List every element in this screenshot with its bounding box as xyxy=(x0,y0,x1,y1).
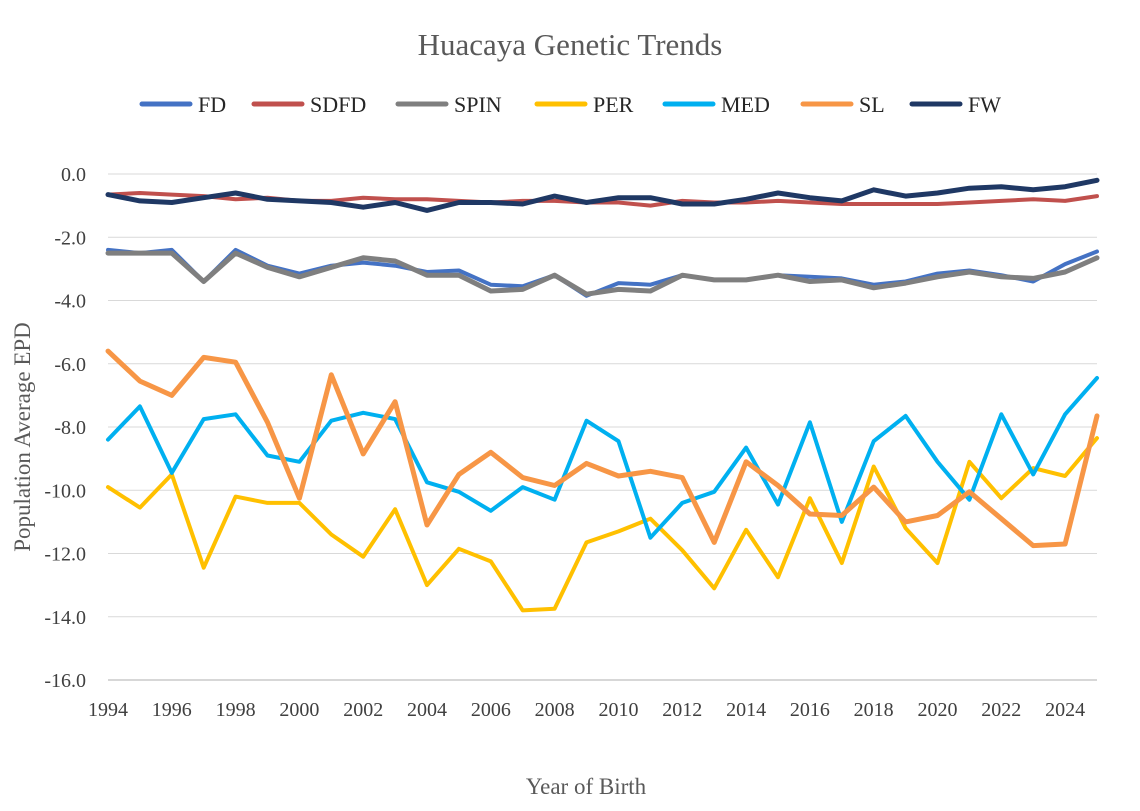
legend: FD SDFD SPIN PER MED SL FW xyxy=(139,92,1001,117)
x-tick-label: 2008 xyxy=(535,699,575,721)
y-tick-label: -4.0 xyxy=(54,291,86,313)
legend-label-sl: SL xyxy=(859,92,885,117)
legend-label-fw: FW xyxy=(968,92,1001,117)
series-line-sl xyxy=(105,348,1100,549)
x-tick-label: 2018 xyxy=(854,699,894,721)
x-axis-ticks: 1994 1996 1998 2000 2002 2004 2006 2008 2010 2012… xyxy=(88,699,1085,721)
y-tick-label: -6.0 xyxy=(54,354,86,376)
x-tick-label: 2014 xyxy=(726,699,766,721)
legend-label-fd: FD xyxy=(198,92,226,117)
series-line-spin xyxy=(105,250,1100,297)
y-axis-title: Population Average EPD xyxy=(10,322,35,552)
gridlines xyxy=(108,173,1097,681)
legend-label-spin: SPIN xyxy=(454,92,502,117)
y-axis-ticks: 0.0 -2.0 -4.0 -6.0 -8.0 -10.0 -12.0 -14.0 -16.0 xyxy=(44,164,86,692)
x-tick-label: 2000 xyxy=(279,699,319,721)
y-tick-label: -14.0 xyxy=(44,607,86,629)
x-axis-title: Year of Birth xyxy=(526,774,647,799)
series-line-med xyxy=(106,376,1099,540)
y-tick-label: -8.0 xyxy=(54,417,86,439)
x-tick-label: 2010 xyxy=(598,699,638,721)
chart-title: Huacaya Genetic Trends xyxy=(418,27,723,62)
legend-label-med: MED xyxy=(721,92,770,117)
legend-label-per: PER xyxy=(593,92,634,117)
x-tick-label: 2022 xyxy=(981,699,1021,721)
series-lines xyxy=(105,177,1100,613)
x-tick-label: 2006 xyxy=(471,699,511,721)
x-tick-label: 2004 xyxy=(407,699,447,721)
x-tick-label: 2024 xyxy=(1045,699,1085,721)
y-tick-label: -2.0 xyxy=(54,227,86,249)
legend-label-sdfd: SDFD xyxy=(310,92,366,117)
y-tick-label: -10.0 xyxy=(44,480,86,502)
y-tick-label: 0.0 xyxy=(61,164,86,186)
y-tick-label: -16.0 xyxy=(44,670,86,692)
x-tick-label: 2012 xyxy=(662,699,702,721)
series-line-per xyxy=(106,436,1099,613)
y-tick-label: -12.0 xyxy=(44,544,86,566)
x-tick-label: 1998 xyxy=(216,699,256,721)
x-tick-label: 2002 xyxy=(343,699,383,721)
x-tick-label: 1994 xyxy=(88,699,128,721)
x-tick-label: 2016 xyxy=(790,699,830,721)
x-tick-label: 1996 xyxy=(152,699,192,721)
x-tick-label: 2020 xyxy=(917,699,957,721)
series-line-fw xyxy=(105,177,1100,213)
